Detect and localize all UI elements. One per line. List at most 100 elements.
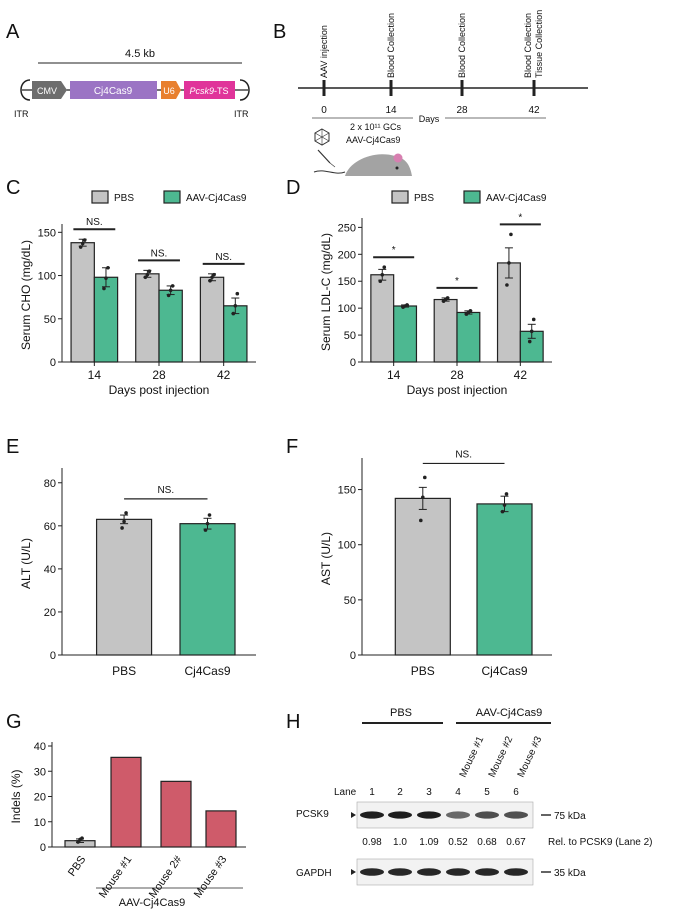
x-tick-label: Cj4Cas9 (481, 664, 527, 678)
chart-indels: 0 10 20 30 40 Indels (%) PBS Mouse #1 Mouse 2# Mo… (9, 741, 246, 909)
x-tick-label: 14 (88, 368, 102, 382)
x-tick-label: Cj4Cas9 (184, 664, 230, 678)
y-tick-label: 50 (344, 330, 356, 342)
bar (370, 274, 395, 363)
y-tick-label: 100 (338, 540, 356, 552)
gapdh-band (446, 868, 470, 876)
x-axis-label: Days post injection (109, 383, 210, 397)
legend-swatch-aav (463, 190, 481, 204)
gapdh-band (360, 868, 384, 876)
x-tick-label: 42 (514, 368, 528, 382)
y-tick-label: 250 (338, 222, 356, 234)
y-tick-label: 100 (338, 303, 356, 315)
legend-swatch-aav (163, 190, 181, 204)
relative-value: 0.68 (477, 837, 497, 848)
lane-label: Lane (334, 787, 357, 798)
days-axis-label: Days (419, 114, 440, 124)
pcsk9-band (360, 811, 384, 819)
panel-letter-h: H (286, 711, 300, 733)
data-point (502, 503, 507, 507)
legend-label-aav: AAV-Cj4Cas9 (186, 193, 247, 204)
significance-label: * (455, 276, 459, 287)
data-point (210, 275, 214, 280)
gapdh-band (388, 868, 412, 876)
panel-letter-g: G (6, 711, 22, 733)
panel-letter-c: C (6, 177, 20, 199)
marker-35: 35 kDa (554, 868, 586, 879)
data-point (124, 511, 128, 515)
lane-number: 5 (484, 787, 490, 798)
y-tick-label: 20 (44, 607, 56, 619)
lane-number: 6 (513, 787, 519, 798)
relative-label: Rel. to PCSK9 (Lane 2) (548, 837, 653, 848)
data-point (419, 518, 423, 523)
gapdh-band (504, 868, 528, 876)
data-point (212, 272, 216, 277)
x-tick-label: Mouse #1 (97, 854, 135, 900)
significance-label: NS. (157, 485, 174, 496)
y-axis-label: AST (U/L) (319, 532, 333, 585)
cas9-gene (70, 81, 157, 99)
pcsk9-bands (360, 811, 528, 819)
significance-label: * (518, 212, 522, 223)
data-point (500, 509, 505, 514)
data-point (445, 296, 450, 300)
data-point (235, 291, 240, 296)
data-point (531, 317, 536, 322)
lane-number: 1 (369, 787, 375, 798)
itr-right-shape (239, 79, 250, 101)
u6-promoter (161, 81, 181, 99)
data-point (147, 269, 152, 274)
bar (394, 497, 451, 656)
event-label: Tissue Collection (534, 10, 544, 78)
y-tick-label: 50 (44, 314, 56, 326)
pcsk9-band (446, 811, 470, 819)
itr-right-label: ITR (234, 109, 249, 119)
virus-icon (314, 128, 330, 146)
x-tick-label: 14 (387, 368, 401, 382)
mouse-icon (313, 149, 412, 176)
itr-left-label: ITR (14, 109, 29, 119)
mouse-label: Mouse #1 (458, 734, 487, 779)
pcsk9-band (504, 811, 528, 819)
gapdh-label: GAPDH (296, 868, 332, 879)
vector-text: AAV-Cj4Cas9 (346, 135, 400, 145)
pcsk9-ts-gene: Pcsk9 (189, 86, 214, 96)
pcsk9-band (417, 811, 441, 819)
data-point (423, 475, 427, 480)
data-point (207, 513, 212, 517)
data-point (382, 265, 387, 270)
data-point (405, 303, 409, 307)
day-label: 28 (456, 105, 468, 116)
gapdh-bands (360, 868, 528, 876)
legend-swatch-pbs (91, 190, 109, 204)
panel-letter-d: D (286, 177, 300, 199)
x-tick-label: PBS (112, 664, 136, 678)
pcsk9-arrow (351, 812, 356, 818)
relative-values: 0.98 1.0 1.09 0.52 0.68 0.67 (362, 837, 526, 848)
panel-h: H PBS AAV-Cj4Cas9 Mouse #1 Mouse #2 Mous… (286, 707, 653, 886)
bar (393, 305, 418, 363)
legend-label-pbs: PBS (114, 193, 134, 204)
data-point (168, 288, 173, 293)
bar (433, 298, 458, 363)
significance-label: NS. (455, 449, 472, 460)
gapdh-arrow (351, 869, 356, 875)
data-point (505, 283, 509, 287)
mouse-label: Mouse #2 (487, 734, 516, 779)
panel-letter-f: F (286, 436, 298, 458)
data-point (233, 304, 238, 308)
relative-value: 0.98 (362, 837, 382, 848)
bar (135, 273, 160, 363)
pcsk9-band (388, 811, 412, 819)
y-tick-label: 0 (350, 650, 356, 662)
relative-value: 1.0 (393, 837, 407, 848)
vector-size-label: 4.5 kb (125, 48, 155, 60)
y-tick-label: 100 (38, 271, 56, 283)
cmv-label: CMV (37, 86, 57, 96)
group-label: AAV-Cj4Cas9 (119, 897, 185, 909)
lane-number: 2 (397, 787, 403, 798)
data-point (231, 311, 236, 316)
y-tick-label: 150 (338, 485, 356, 497)
